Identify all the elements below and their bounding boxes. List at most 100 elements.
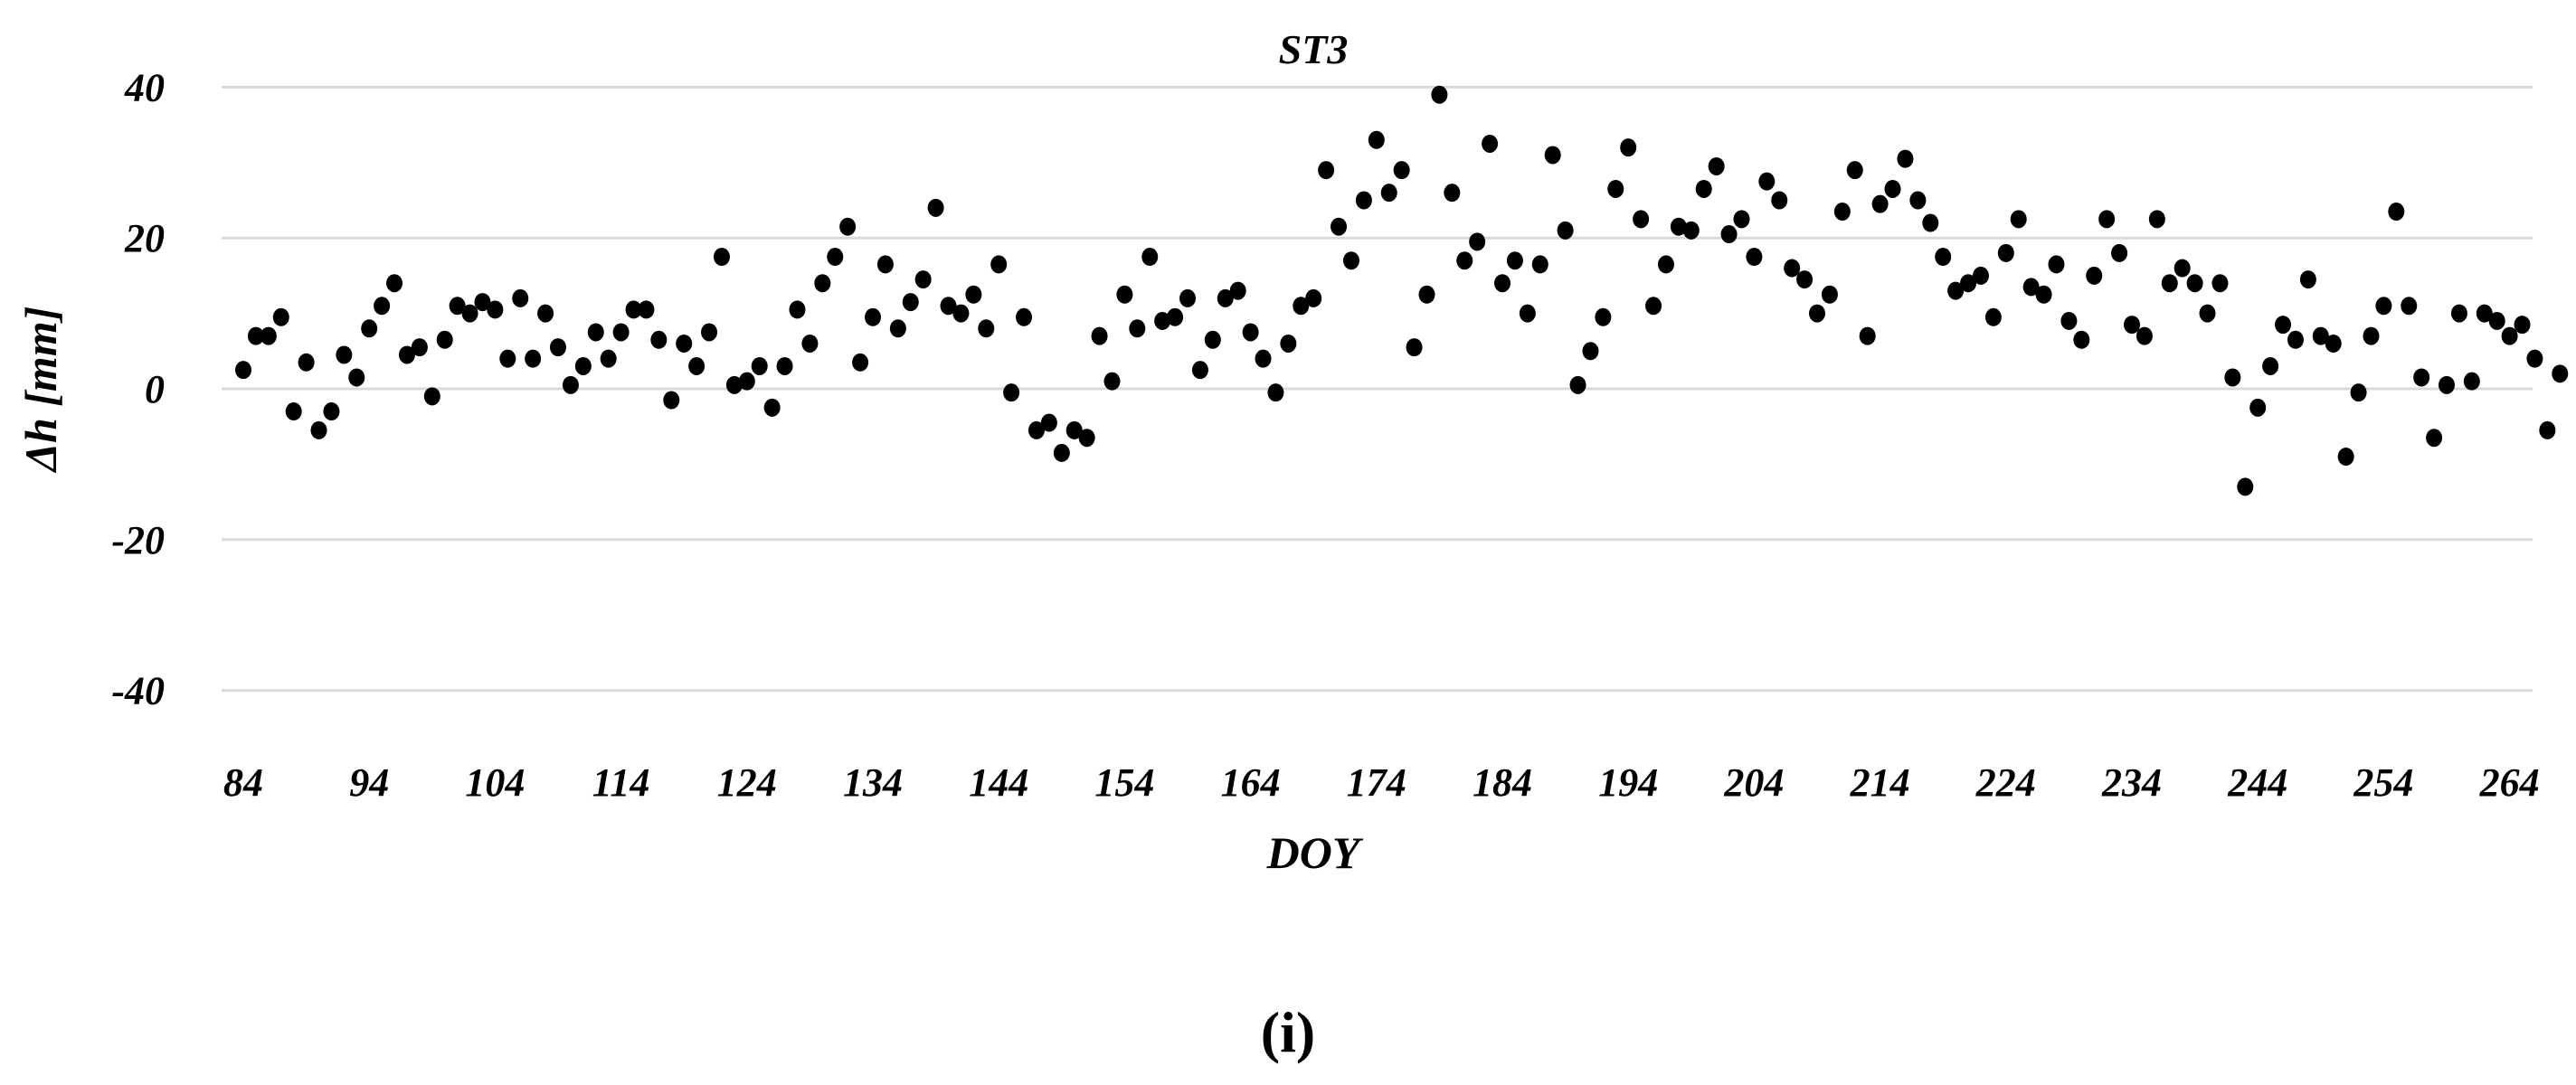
data-point: [1217, 288, 1234, 307]
data-point: [499, 349, 516, 368]
data-point: [1633, 210, 1650, 229]
x-tick-label: 94: [349, 760, 389, 805]
data-point: [2035, 285, 2052, 304]
data-point: [1531, 255, 1548, 274]
data-point: [1040, 413, 1057, 432]
x-tick-label: 234: [2101, 760, 2162, 805]
scatter-chart: 40 20 0 -20 -40 84 94 104 114 124 134 144 154 164 174…: [15, 26, 2569, 878]
data-point: [1078, 429, 1095, 448]
data-point: [298, 353, 315, 372]
data-point: [2501, 326, 2518, 345]
data-point: [1708, 156, 1725, 175]
y-axis-ticks: 40 20 0 -20 -40: [111, 65, 165, 712]
x-tick-label: 124: [717, 760, 777, 805]
data-point: [1544, 146, 1561, 165]
data-point: [2124, 316, 2140, 335]
data-point: [1255, 349, 1272, 368]
data-point: [1784, 259, 1801, 278]
data-point: [1456, 251, 1473, 270]
data-point: [2375, 297, 2392, 316]
data-point: [411, 338, 428, 357]
data-point: [1318, 161, 1335, 180]
data-point: [1028, 420, 1045, 439]
data-point: [2539, 420, 2556, 439]
data-point: [2450, 304, 2467, 323]
x-axis-label: DOY: [1266, 827, 1364, 878]
data-point: [2048, 255, 2065, 274]
data-point: [1746, 248, 1763, 267]
data-point: [839, 217, 857, 236]
data-point: [2237, 477, 2254, 496]
data-point: [2098, 210, 2116, 229]
data-point: [1368, 130, 1385, 149]
y-tick-label: -40: [111, 669, 165, 713]
data-point: [738, 372, 755, 391]
data-point: [2262, 356, 2279, 375]
data-point: [1682, 221, 1700, 240]
gridlines: [222, 85, 2533, 693]
data-point: [1482, 134, 1499, 153]
data-point: [1569, 375, 1586, 394]
data-point: [1620, 138, 1637, 157]
data-point: [1506, 251, 1523, 270]
data-point: [725, 375, 743, 394]
data-point: [2463, 372, 2480, 391]
data-point: [1695, 179, 1712, 198]
data-point: [2413, 368, 2430, 387]
data-point: [361, 319, 378, 338]
data-point: [374, 297, 391, 316]
x-tick-label: 144: [969, 760, 1028, 805]
data-point: [247, 326, 264, 345]
data-point: [914, 270, 932, 289]
data-point: [1116, 285, 1133, 304]
data-point: [2526, 349, 2543, 368]
data-point: [2401, 297, 2418, 316]
data-point: [801, 334, 819, 353]
data-point: [1846, 161, 1863, 180]
data-point: [525, 349, 542, 368]
data-point: [1871, 194, 1889, 213]
data-point: [2073, 330, 2090, 349]
data-point: [272, 307, 289, 326]
data-point: [336, 345, 353, 364]
data-point: [574, 356, 592, 375]
data-point: [663, 391, 680, 410]
data-point: [688, 356, 706, 375]
data-point: [2010, 210, 2027, 229]
chart-title: ST3: [1279, 26, 1349, 72]
data-point: [1406, 338, 1423, 357]
data-point: [1053, 443, 1070, 462]
data-point: [940, 297, 957, 316]
data-point: [2488, 311, 2505, 330]
y-axis-label: Δh [mm]: [15, 307, 66, 474]
data-point: [2211, 274, 2229, 293]
data-point: [461, 304, 478, 323]
data-point: [852, 353, 869, 372]
data-point: [1935, 248, 1952, 267]
data-point: [1909, 191, 1927, 210]
y-tick-label: -20: [111, 518, 165, 562]
x-tick-label: 174: [1347, 760, 1406, 805]
data-point: [865, 307, 881, 326]
data-point: [1645, 297, 1662, 316]
data-point: [1154, 311, 1171, 330]
data-point: [1519, 304, 1536, 323]
data-point: [1167, 307, 1184, 326]
data-point: [2148, 210, 2165, 229]
data-point: [701, 323, 718, 342]
data-point: [436, 330, 453, 349]
figure-caption: (i): [1260, 1000, 1316, 1064]
data-point: [1065, 420, 1083, 439]
data-point: [2337, 448, 2354, 467]
x-tick-label: 254: [2353, 760, 2413, 805]
data-point: [2476, 304, 2493, 323]
data-point: [1141, 248, 1159, 267]
data-point: [550, 338, 566, 357]
data-point: [449, 297, 466, 316]
data-point: [2426, 429, 2443, 448]
data-point: [1733, 210, 1750, 229]
data-point: [625, 300, 642, 319]
data-point: [1897, 149, 1914, 168]
data-point: [2111, 243, 2128, 262]
data-point: [1342, 251, 1359, 270]
